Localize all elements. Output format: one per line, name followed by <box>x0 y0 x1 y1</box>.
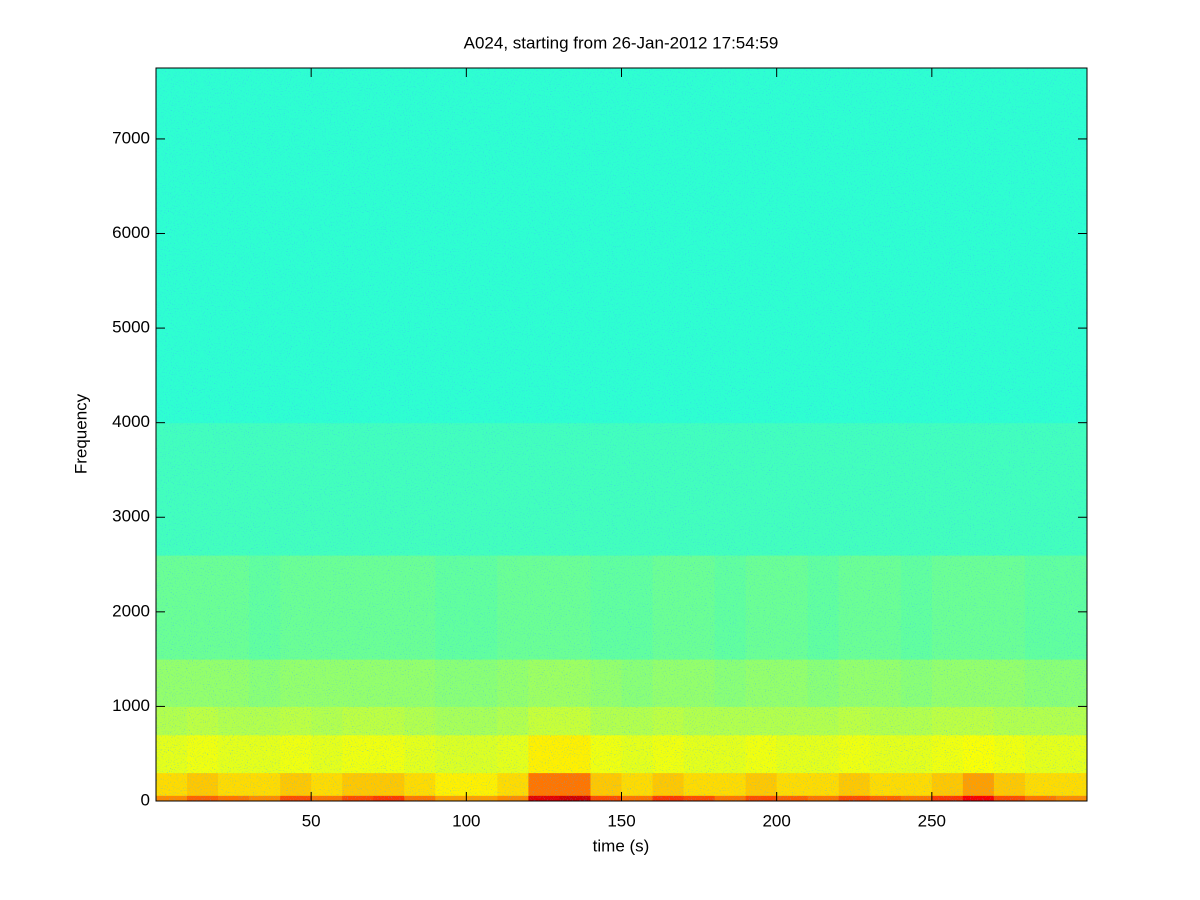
noise-texture <box>156 68 1087 801</box>
y-tick-label: 3000 <box>112 507 150 526</box>
y-tick-label: 5000 <box>112 318 150 337</box>
y-tick-label: 4000 <box>112 412 150 431</box>
y-tick-label: 7000 <box>112 128 150 147</box>
x-tick-label: 100 <box>452 811 480 830</box>
x-axis-label: time (s) <box>593 836 650 855</box>
y-tick-label: 0 <box>141 790 150 809</box>
x-tick-label: 250 <box>918 811 946 830</box>
x-tick-label: 200 <box>762 811 790 830</box>
y-axis-label: Frequency <box>71 393 90 474</box>
x-tick-label: 50 <box>302 811 321 830</box>
ticks: 50 100 150 200 250 0 1000 2000 3000 4000 5000 6000 7… <box>112 68 1087 830</box>
y-tick-label: 1000 <box>112 696 150 715</box>
chart-title: A024, starting from 26-Jan-2012 17:54:59 <box>464 33 779 52</box>
y-tick-label: 2000 <box>112 601 150 620</box>
y-tick-label: 6000 <box>112 223 150 242</box>
x-tick-label: 150 <box>607 811 635 830</box>
